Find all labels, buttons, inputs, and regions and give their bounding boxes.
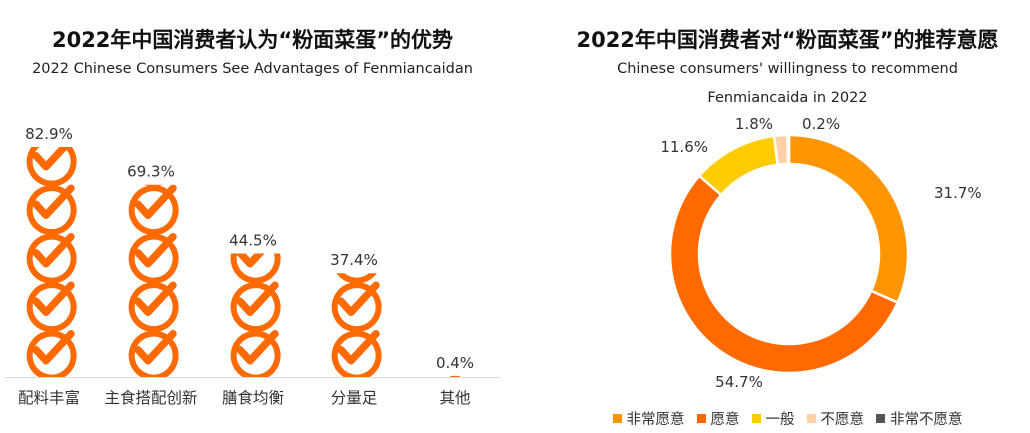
- bar-value-label: 82.9%: [25, 125, 73, 143]
- bar-value-label: 69.3%: [127, 163, 175, 181]
- recommend-donut-chart: 31.7% 54.7% 11.6% 1.8% 0.2%: [660, 115, 982, 391]
- category-label: 膳食均衡: [222, 389, 284, 407]
- slice-value-label: 1.8%: [735, 115, 773, 133]
- recommend-chart-panel: 2022年中国消费者对“粉面菜蛋”的推荐意愿 Chinese consumers…: [545, 0, 1030, 433]
- recommend-legend: 非常愿意 愿意 一般 不愿意 非常不愿意: [545, 408, 1030, 428]
- check-circle-icon: [26, 233, 77, 284]
- check-circle-icon: [128, 330, 179, 378]
- legend-label: 一般: [765, 411, 795, 428]
- legend-item: 非常不愿意: [876, 408, 963, 429]
- legend-item: 一般: [751, 408, 795, 429]
- slice-value-label: 11.6%: [660, 138, 708, 156]
- legend-label: 非常愿意: [626, 411, 685, 428]
- bar-value-label: 44.5%: [229, 232, 277, 250]
- check-circle-icon: [230, 281, 281, 333]
- check-circle-icon: [26, 330, 77, 378]
- slice-value-label: 54.7%: [715, 373, 763, 391]
- donut-slice-4: [772, 133, 790, 167]
- check-circle-icon: [230, 330, 281, 378]
- legend-item: 非常愿意: [612, 408, 685, 429]
- advantages-chart-panel: 2022年中国消费者认为“粉面菜蛋”的优势 2022 Chinese Consu…: [0, 0, 505, 433]
- check-circle-icon: [128, 184, 179, 236]
- bar-3: [230, 188, 281, 378]
- donut-slice-2: [668, 174, 900, 375]
- check-circle-icon: [26, 281, 77, 333]
- donut-slice-3: [697, 134, 780, 197]
- bar-value-label: 0.4%: [436, 354, 474, 372]
- check-circle-icon: [128, 233, 179, 284]
- legend-swatch: [612, 413, 622, 423]
- legend-item: 不愿意: [806, 408, 865, 429]
- check-circle-icon: [230, 253, 281, 284]
- bar-4: [331, 188, 382, 378]
- slice-value-label: 31.7%: [934, 184, 982, 202]
- legend-swatch: [806, 413, 816, 423]
- bar-1: [26, 147, 77, 378]
- donut-slice-1: [787, 133, 910, 305]
- check-circle-icon: [331, 281, 382, 333]
- check-circle-icon: [26, 184, 77, 236]
- check-circle-icon: [331, 330, 382, 378]
- category-label: 分量足: [331, 389, 378, 407]
- advantages-bar-chart: 82.9% 配料丰富 69.3% 主食搭配创新 44.5% 膳食均衡 37.4% 分量足 0.4…: [5, 125, 500, 407]
- donut-slice-5: [786, 133, 791, 166]
- bar-2: [128, 184, 179, 378]
- legend-label: 不愿意: [820, 411, 865, 428]
- advantages-chart-title: 2022年中国消费者认为“粉面菜蛋”的优势: [51, 28, 454, 52]
- recommend-chart-subtitle-line-1: Chinese consumers' willingness to recomm…: [617, 61, 958, 77]
- category-label: 配料丰富: [18, 389, 80, 407]
- legend-swatch: [876, 413, 885, 423]
- legend-label: 非常不愿意: [890, 411, 963, 428]
- legend-label: 愿意: [710, 411, 740, 428]
- recommend-chart-subtitle-line-2: Fenmiancaida in 2022: [707, 90, 868, 106]
- legend-swatch: [751, 413, 761, 423]
- check-circle-icon: [128, 281, 179, 333]
- category-label: 其他: [439, 389, 470, 407]
- legend-swatch: [696, 413, 706, 423]
- slice-value-label: 0.2%: [802, 115, 840, 133]
- legend-item: 愿意: [696, 408, 740, 429]
- check-circle-icon: [26, 147, 77, 187]
- check-circle-icon: [336, 273, 377, 284]
- recommend-chart-title: 2022年中国消费者对“粉面菜蛋”的推荐意愿: [576, 28, 999, 52]
- category-label: 主食搭配创新: [104, 389, 197, 407]
- advantages-chart-subtitle: 2022 Chinese Consumers See Advantages of…: [32, 61, 473, 77]
- bar-value-label: 37.4%: [330, 251, 378, 269]
- check-circle-icon: [234, 188, 278, 232]
- check-circle-icon: [335, 188, 379, 232]
